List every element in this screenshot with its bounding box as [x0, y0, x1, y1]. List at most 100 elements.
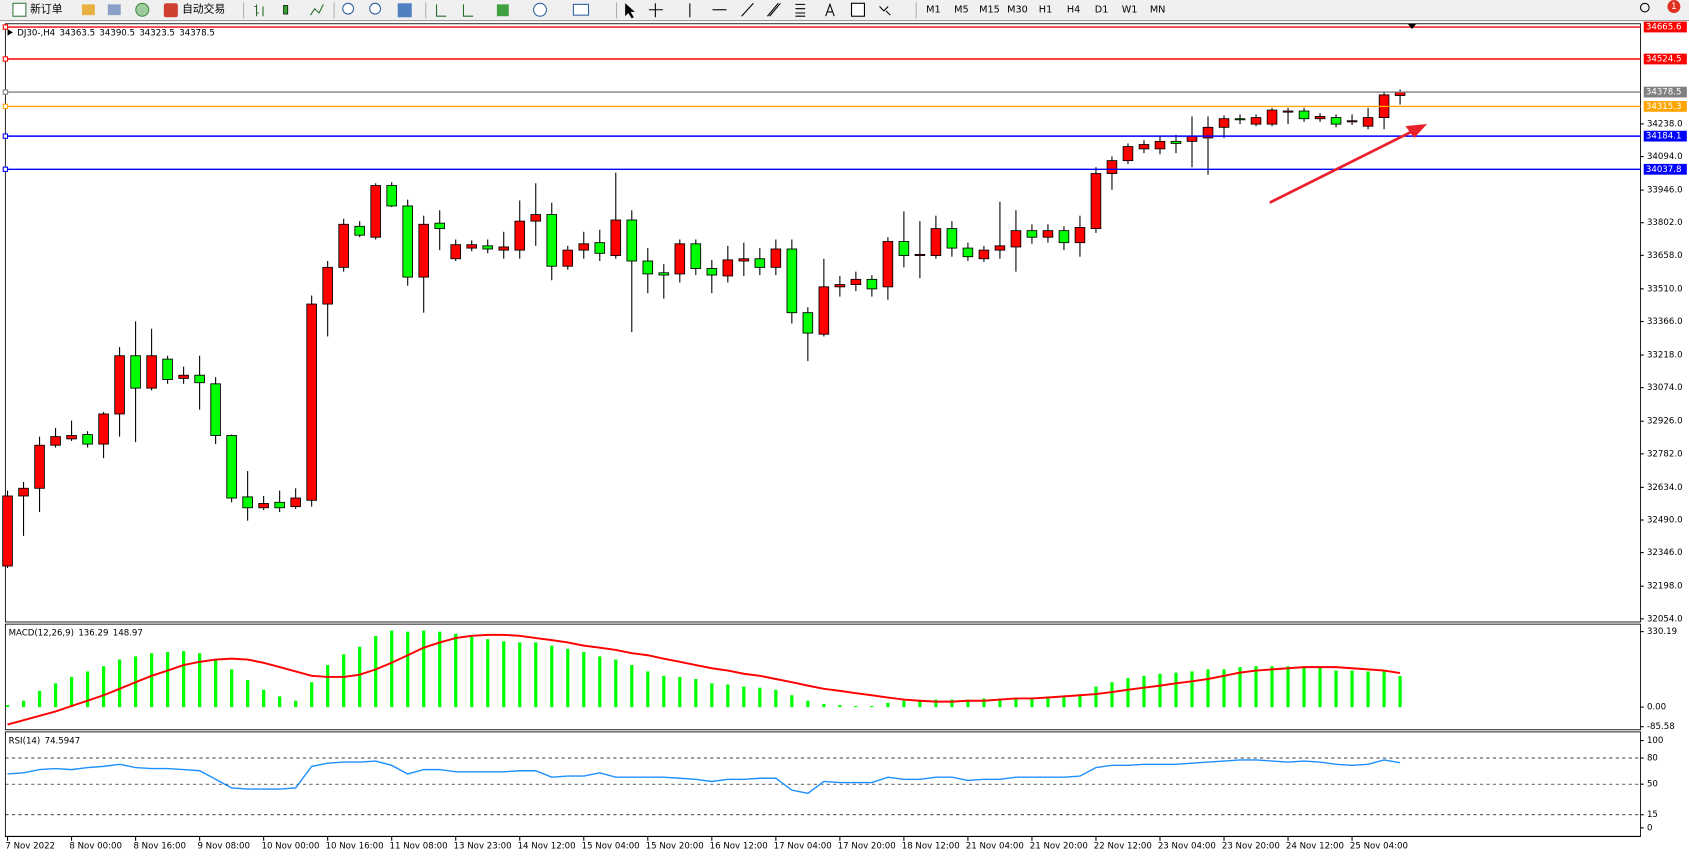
level-handle [2, 166, 9, 172]
macd-bar [1270, 666, 1274, 708]
macd-bar [1398, 675, 1402, 708]
chart-title: DJ30-,H4 34363.5 34390.5 34323.5 34378.5 [17, 28, 215, 38]
macd-bar [1014, 697, 1018, 708]
y-tick-label: 33074.0 [1647, 383, 1683, 393]
macd-bar [822, 703, 826, 708]
candle-body [690, 243, 702, 269]
period-icon[interactable] [532, 2, 548, 17]
candle-body [146, 355, 157, 389]
zoom-in-icon[interactable] [342, 2, 355, 15]
level-handle [2, 103, 9, 110]
macd-bar [326, 665, 330, 708]
arrows-icon[interactable] [879, 6, 891, 16]
autoscroll-icon[interactable] [462, 4, 474, 17]
macd-bar [550, 645, 554, 708]
macd-bar [1094, 686, 1098, 708]
macd-bar [422, 630, 426, 708]
zoom-out-icon[interactable] [369, 2, 382, 15]
new-order-icon[interactable] [12, 2, 27, 17]
y-tick-label: 33366.0 [1647, 317, 1683, 327]
shift-icon[interactable] [435, 4, 447, 17]
candle-body [306, 303, 317, 501]
candle-body [450, 244, 461, 260]
channel-icon[interactable] [767, 2, 781, 17]
arrow-annotation [1269, 124, 1428, 204]
macd-bar [566, 648, 570, 708]
macd-bar [69, 676, 74, 708]
y-tick-label: 32198.0 [1647, 582, 1683, 592]
candle-body [802, 312, 814, 334]
candle-body [50, 436, 61, 446]
tile-icon[interactable] [397, 3, 412, 18]
crosshair-icon[interactable] [648, 3, 663, 18]
macd-bar [1046, 696, 1050, 708]
new-order-button[interactable]: 新订单 [30, 3, 63, 16]
y-tick-label: 32634.0 [1647, 483, 1683, 493]
candle-icon[interactable] [283, 5, 289, 15]
level-label-bg [1643, 101, 1687, 112]
level-label: 34378.5 [1646, 88, 1682, 98]
macd-bar [1350, 670, 1354, 708]
timeframe-button[interactable]: H1 [1039, 5, 1052, 16]
candle-body [274, 501, 285, 509]
macd-bar [518, 642, 522, 708]
level-label-bg [1643, 53, 1687, 65]
timeframe-button[interactable]: W1 [1122, 5, 1138, 16]
macd-bar [902, 700, 906, 708]
macd-bar [614, 659, 618, 708]
x-tick-label: 15 Nov 20:00 [646, 842, 704, 852]
indicator-value: 136.29 [78, 628, 108, 638]
candle-body [898, 241, 910, 257]
toolbar-icon[interactable] [81, 4, 95, 16]
timeframe-button[interactable]: M15 [979, 5, 1000, 16]
level-label-bg [1643, 86, 1687, 98]
x-tick-label: 10 Nov 00:00 [261, 842, 319, 852]
y-tick-label: 0 [1647, 823, 1652, 833]
notification-badge[interactable] [1667, 0, 1681, 13]
candle-body [946, 228, 958, 249]
timeframe-button[interactable]: M30 [1007, 5, 1028, 16]
macd-bar [1078, 694, 1082, 708]
bar-chart-icon[interactable] [254, 4, 264, 17]
chart-symbol: DJ30-,H4 [17, 28, 55, 38]
y-tick-label: 33658.0 [1647, 251, 1683, 261]
level-handle [2, 133, 9, 139]
timeframe-button[interactable]: MN [1150, 5, 1166, 16]
timeframe-button[interactable]: M5 [954, 5, 969, 16]
timeframe-button[interactable]: D1 [1095, 5, 1109, 16]
search-icon[interactable] [1639, 2, 1650, 13]
candle-body [1346, 120, 1358, 123]
candle-body [882, 241, 894, 288]
y-tick-label: 32782.0 [1647, 449, 1683, 459]
y-tick-label: 32926.0 [1647, 417, 1683, 427]
fibo-icon[interactable] [795, 3, 806, 17]
timeframe-button[interactable]: H4 [1067, 5, 1080, 16]
text-icon[interactable] [825, 2, 835, 17]
trendline-icon[interactable] [741, 2, 754, 17]
candle-body [338, 223, 349, 268]
x-tick-label: 23 Nov 20:00 [1222, 842, 1280, 852]
auto-trade-icon[interactable] [163, 3, 178, 18]
cursor-icon[interactable] [625, 3, 635, 19]
macd-bar [1222, 669, 1226, 708]
toolbar-icon[interactable] [135, 2, 150, 17]
toolbar-icon[interactable] [107, 4, 121, 16]
candle-body [658, 272, 670, 276]
macd-bar [181, 651, 186, 708]
template-icon[interactable] [572, 3, 590, 16]
macd-bar [1062, 696, 1066, 708]
level-handle [2, 89, 9, 95]
line-chart-icon[interactable] [309, 4, 324, 16]
label-icon[interactable] [850, 2, 865, 17]
level-label: 34315.3 [1646, 102, 1682, 112]
indicator-icon[interactable] [496, 4, 509, 17]
timeframe-button[interactable]: M1 [926, 5, 941, 16]
macd-bar [117, 659, 122, 708]
auto-trade-button[interactable]: 自动交易 [182, 3, 225, 16]
candle-body [722, 259, 734, 277]
macd-bar [1318, 667, 1322, 708]
x-tick-label: 16 Nov 12:00 [710, 842, 768, 852]
toolbar-bg [0, 0, 1689, 21]
candle-body [354, 225, 365, 236]
